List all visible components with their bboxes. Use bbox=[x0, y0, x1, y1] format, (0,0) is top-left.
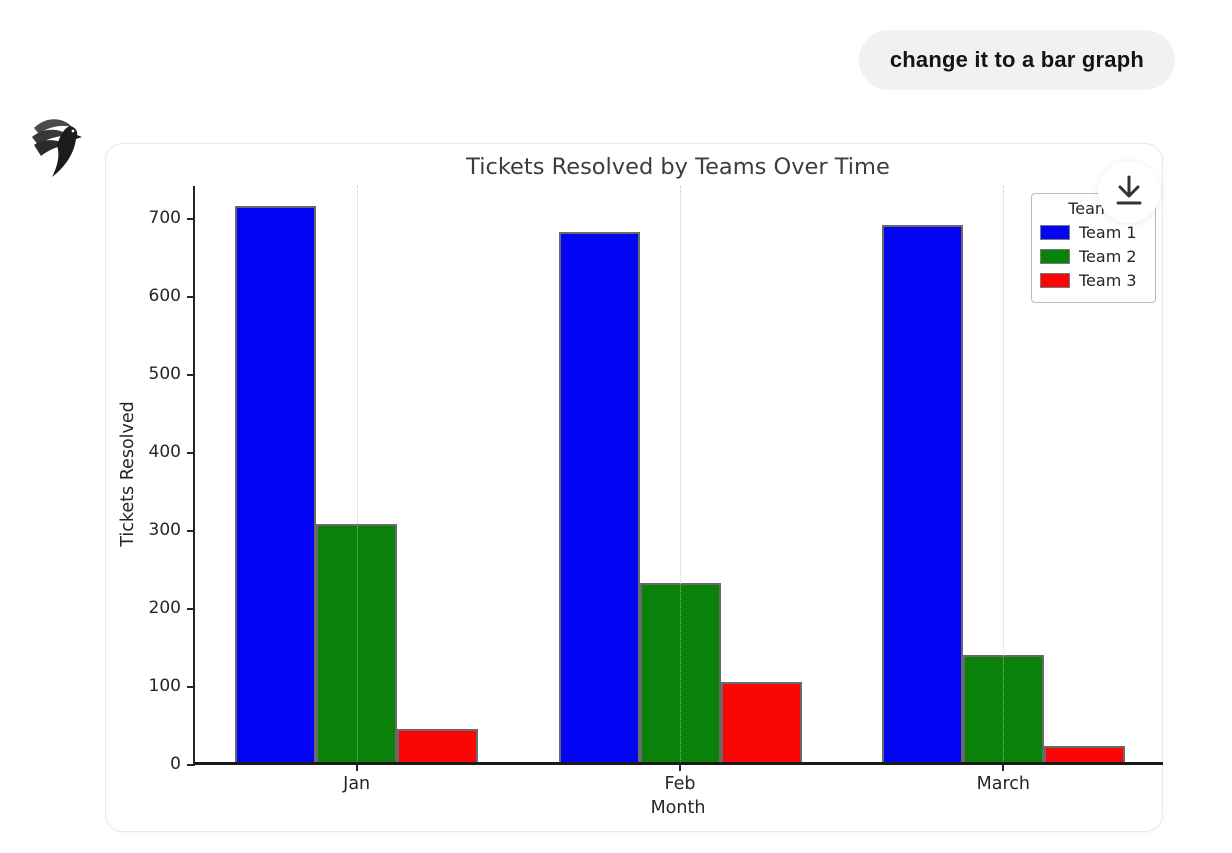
y-tick-mark bbox=[187, 764, 195, 766]
y-tick-mark bbox=[187, 295, 195, 298]
legend-swatch bbox=[1040, 273, 1070, 288]
x-tick-mark bbox=[1002, 765, 1005, 771]
legend-item: Team 3 bbox=[1040, 271, 1147, 290]
bar-team3-feb bbox=[720, 681, 802, 762]
y-tick-mark bbox=[187, 451, 195, 454]
legend-item: Team 2 bbox=[1040, 247, 1147, 266]
assistant-avatar bbox=[27, 112, 83, 180]
y-tick-mark bbox=[187, 529, 195, 532]
x-axis-label: Month bbox=[650, 798, 706, 818]
bar-team3-march bbox=[1043, 746, 1125, 762]
bar-team1-jan bbox=[235, 206, 317, 762]
bar-team1-feb bbox=[558, 232, 640, 762]
download-button[interactable] bbox=[1098, 161, 1160, 223]
chart-title: Tickets Resolved by Teams Over Time bbox=[466, 154, 890, 180]
y-tick-label: 0 bbox=[170, 754, 181, 774]
x-tick-mark bbox=[679, 765, 681, 771]
y-tick-label: 500 bbox=[148, 363, 181, 384]
legend-swatch bbox=[1040, 225, 1070, 240]
bar-team3-jan bbox=[397, 729, 479, 762]
x-gridline bbox=[356, 186, 358, 762]
chart-card: Tickets Resolved by Teams Over Time Tick… bbox=[105, 143, 1163, 832]
download-icon bbox=[1116, 175, 1142, 205]
y-tick-label: 400 bbox=[148, 441, 181, 462]
y-tick-mark bbox=[187, 373, 195, 376]
y-tick-label: 700 bbox=[148, 207, 181, 228]
legend-item: Team 1 bbox=[1040, 223, 1147, 242]
y-tick-label: 600 bbox=[148, 285, 181, 306]
x-tick-mark bbox=[355, 765, 358, 771]
x-tick-label: Jan bbox=[343, 774, 371, 794]
y-tick-mark bbox=[187, 607, 195, 610]
y-tick-label: 200 bbox=[148, 597, 181, 618]
plot-area: Tickets Resolved 0 100 200 300 400 500 600 700 Ja… bbox=[118, 186, 1163, 794]
legend-label: Team 3 bbox=[1079, 271, 1137, 290]
legend-rows: Team 1 Team 2 Team 3 bbox=[1040, 223, 1147, 290]
y-axis-label: Tickets Resolved bbox=[118, 401, 138, 547]
legend-label: Team 2 bbox=[1079, 247, 1137, 266]
y-tick-label: 100 bbox=[148, 675, 181, 696]
bar-team1-march bbox=[881, 225, 963, 762]
x-tick-label: Feb bbox=[664, 774, 696, 794]
user-message-bubble: change it to a bar graph bbox=[858, 30, 1175, 90]
user-message-text: change it to a bar graph bbox=[889, 47, 1144, 72]
legend-label: Team 1 bbox=[1079, 223, 1137, 242]
y-tick-label: 300 bbox=[148, 519, 181, 540]
x-tick-label: March bbox=[976, 774, 1030, 794]
bird-logo-icon bbox=[32, 119, 82, 177]
y-tick-mark bbox=[187, 685, 195, 688]
y-tick-mark bbox=[187, 217, 195, 220]
x-gridline bbox=[1003, 186, 1005, 762]
legend-swatch bbox=[1040, 249, 1070, 264]
x-gridline bbox=[680, 186, 681, 762]
